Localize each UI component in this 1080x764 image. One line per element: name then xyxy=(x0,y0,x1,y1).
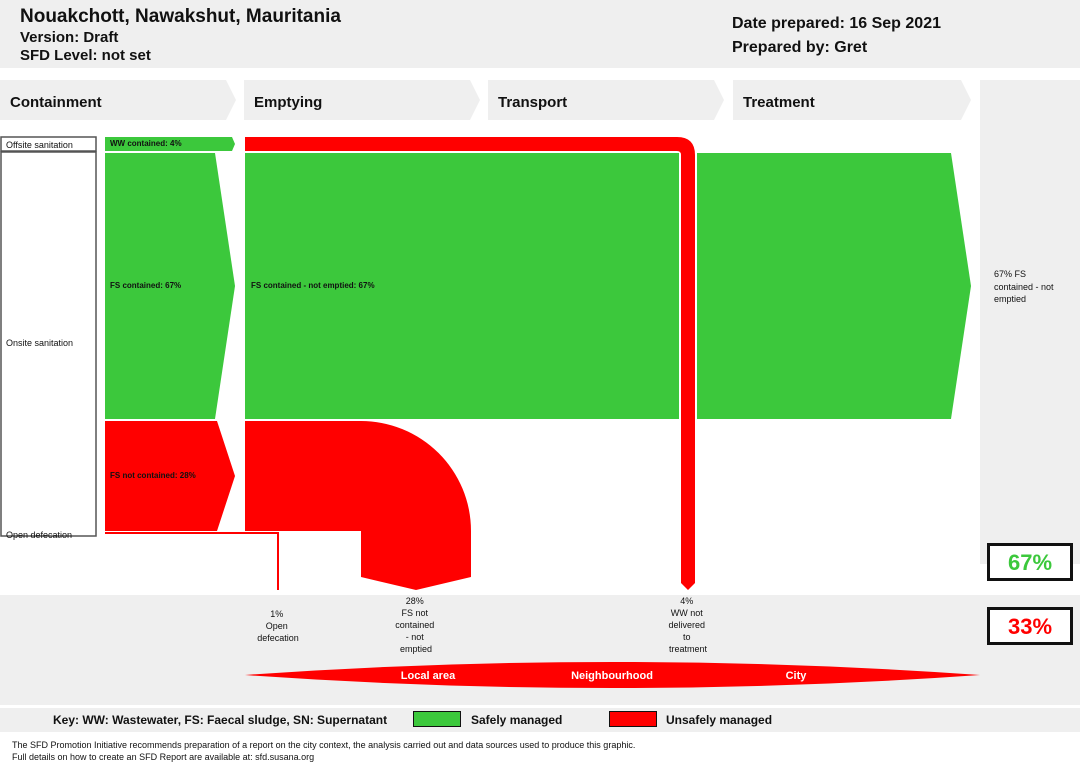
fs-not-contained-flow xyxy=(105,421,235,531)
stage-chevron-transport xyxy=(488,80,724,120)
outcome-column xyxy=(980,80,1080,564)
fs-not-contained-label: FS not contained: 28% xyxy=(110,471,196,480)
date-prepared: Date prepared: 16 Sep 2021 xyxy=(732,15,941,32)
key-band xyxy=(0,708,1080,732)
stage-label-emptying: Emptying xyxy=(254,94,322,111)
scale-neighbourhood: Neighbourhood xyxy=(571,670,653,682)
open-defecation-label: Open defecation xyxy=(6,530,72,540)
open-defecation-flow xyxy=(105,532,279,590)
fs-contained-label: FS contained: 67% xyxy=(110,281,181,290)
fs-contained-not-emptied-flow xyxy=(245,153,679,419)
offsite-sanitation-label: Offsite sanitation xyxy=(6,140,73,150)
safe-swatch xyxy=(413,711,461,727)
open-defecation-bottom-label: 1% Open defecation xyxy=(257,609,299,643)
onsite-sanitation-label: Onsite sanitation xyxy=(6,338,73,348)
safe-key-label: Safely managed xyxy=(471,713,563,727)
scale-ellipse xyxy=(245,662,980,688)
offsite-sanitation-box xyxy=(0,136,97,152)
stage-label-containment: Containment xyxy=(10,94,102,111)
unsafe-key-label: Unsafely managed xyxy=(666,713,773,727)
stage-label-transport: Transport xyxy=(498,94,567,111)
unsafe-swatch xyxy=(609,711,657,727)
treatment-outcome-flow xyxy=(697,153,971,419)
scale-city: City xyxy=(786,670,808,682)
ww-contained-label: WW contained: 4% xyxy=(110,139,182,148)
scale-local-area: Local area xyxy=(401,670,456,682)
stage-chevron-emptying xyxy=(244,80,480,120)
prepared-by: Prepared by: Gret xyxy=(732,39,868,56)
stage-chevron-containment xyxy=(0,80,236,120)
version-label: Version: Draft xyxy=(20,29,119,46)
footer-note-2: Full details on how to create an SFD Rep… xyxy=(12,752,315,762)
stage-chevron-treatment xyxy=(733,80,971,120)
city-title: Nouakchott, Nawakshut, Mauritania xyxy=(20,6,341,27)
sfd-level-label: SFD Level: not set xyxy=(20,47,151,64)
safely-managed-percentage: 67% xyxy=(987,543,1073,581)
fs-contained-flow xyxy=(105,153,235,419)
outcome-label: 67% FS contained - not emptied xyxy=(994,269,1056,304)
fs-not-contained-not-emptied-flow xyxy=(245,420,471,590)
ww-not-delivered-bottom-label: 4% WW not delivered to treatment xyxy=(668,596,707,654)
stage-label-treatment: Treatment xyxy=(743,94,815,111)
fs-not-contained-bottom-label: 28% FS not contained - not emptied xyxy=(395,596,437,654)
unsafely-managed-percentage: 33% xyxy=(987,607,1073,645)
footer-note-1: The SFD Promotion Initiative recommends … xyxy=(12,740,636,750)
onsite-sanitation-box xyxy=(0,151,97,537)
ww-contained-flow xyxy=(105,137,235,151)
key-abbreviations: Key: WW: Wastewater, FS: Faecal sludge, … xyxy=(53,713,388,727)
fs-contained-not-emptied-label: FS contained - not emptied: 67% xyxy=(251,281,375,290)
header-band xyxy=(0,0,1080,68)
